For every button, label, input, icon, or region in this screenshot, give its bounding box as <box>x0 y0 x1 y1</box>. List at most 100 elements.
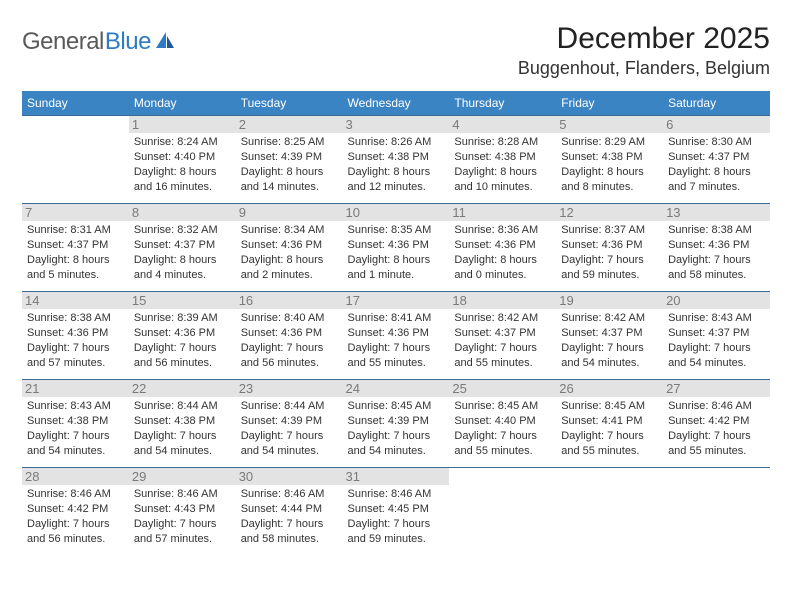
day-info: Sunrise: 8:38 AMSunset: 4:36 PMDaylight:… <box>27 311 124 370</box>
day-info: Sunrise: 8:46 AMSunset: 4:45 PMDaylight:… <box>348 487 445 546</box>
sunrise-line: Sunrise: 8:46 AM <box>134 487 231 502</box>
day-cell: 31Sunrise: 8:46 AMSunset: 4:45 PMDayligh… <box>343 468 450 556</box>
sunset-line: Sunset: 4:36 PM <box>348 326 445 341</box>
day-info: Sunrise: 8:29 AMSunset: 4:38 PMDaylight:… <box>561 135 658 194</box>
day-info: Sunrise: 8:39 AMSunset: 4:36 PMDaylight:… <box>134 311 231 370</box>
title-block: December 2025 Buggenhout, Flanders, Belg… <box>518 22 770 79</box>
daylight-line: Daylight: 8 hours and 10 minutes. <box>454 165 551 195</box>
day-number: 14 <box>22 292 129 309</box>
sunset-line: Sunset: 4:37 PM <box>27 238 124 253</box>
day-info: Sunrise: 8:40 AMSunset: 4:36 PMDaylight:… <box>241 311 338 370</box>
day-cell <box>22 116 129 204</box>
daylight-line: Daylight: 7 hours and 55 minutes. <box>668 429 765 459</box>
daylight-line: Daylight: 7 hours and 54 minutes. <box>27 429 124 459</box>
week-row: 1Sunrise: 8:24 AMSunset: 4:40 PMDaylight… <box>22 116 770 204</box>
daylight-line: Daylight: 7 hours and 55 minutes. <box>454 341 551 371</box>
day-number: 4 <box>449 116 556 133</box>
day-info: Sunrise: 8:45 AMSunset: 4:41 PMDaylight:… <box>561 399 658 458</box>
day-info: Sunrise: 8:42 AMSunset: 4:37 PMDaylight:… <box>561 311 658 370</box>
day-cell: 4Sunrise: 8:28 AMSunset: 4:38 PMDaylight… <box>449 116 556 204</box>
week-row: 21 Sunrise: 8:43 AMSunset: 4:38 PMDayligh… <box>22 380 770 468</box>
sunrise-line: Sunrise: 8:39 AM <box>134 311 231 326</box>
daylight-line: Daylight: 7 hours and 58 minutes. <box>241 517 338 547</box>
sunrise-line: Sunrise: 8:30 AM <box>668 135 765 150</box>
sunrise-line: Sunrise: 8:40 AM <box>241 311 338 326</box>
sunset-line: Sunset: 4:40 PM <box>134 150 231 165</box>
day-cell: 15Sunrise: 8:39 AMSunset: 4:36 PMDayligh… <box>129 292 236 380</box>
location-text: Buggenhout, Flanders, Belgium <box>518 58 770 79</box>
month-title: December 2025 <box>518 22 770 56</box>
day-number: 29 <box>129 468 236 485</box>
day-number: 17 <box>343 292 450 309</box>
day-number: 5 <box>556 116 663 133</box>
sunset-line: Sunset: 4:36 PM <box>561 238 658 253</box>
day-number: 27 <box>663 380 770 397</box>
day-cell: 25Sunrise: 8:45 AMSunset: 4:40 PMDayligh… <box>449 380 556 468</box>
sunrise-line: Sunrise: 8:25 AM <box>241 135 338 150</box>
day-info: Sunrise: 8:30 AMSunset: 4:37 PMDaylight:… <box>668 135 765 194</box>
day-info: Sunrise: 8:46 AMSunset: 4:42 PMDaylight:… <box>27 487 124 546</box>
sunset-line: Sunset: 4:39 PM <box>348 414 445 429</box>
sunrise-line: Sunrise: 8:35 AM <box>348 223 445 238</box>
sunset-line: Sunset: 4:39 PM <box>241 150 338 165</box>
day-cell: 6Sunrise: 8:30 AMSunset: 4:37 PMDaylight… <box>663 116 770 204</box>
day-info: Sunrise: 8:25 AMSunset: 4:39 PMDaylight:… <box>241 135 338 194</box>
day-number: 28 <box>22 468 129 485</box>
day-info: Sunrise: 8:46 AMSunset: 4:44 PMDaylight:… <box>241 487 338 546</box>
day-number: 30 <box>236 468 343 485</box>
daylight-line: Daylight: 8 hours and 5 minutes. <box>27 253 124 283</box>
daylight-line: Daylight: 7 hours and 58 minutes. <box>668 253 765 283</box>
sunrise-line: Sunrise: 8:45 AM <box>561 399 658 414</box>
daylight-line: Daylight: 8 hours and 7 minutes. <box>668 165 765 195</box>
day-number: 12 <box>556 204 663 221</box>
day-cell: 5 Sunrise: 8:29 AMSunset: 4:38 PMDaylight… <box>556 116 663 204</box>
day-info: Sunrise: 8:24 AMSunset: 4:40 PMDaylight:… <box>134 135 231 194</box>
day-info: Sunrise: 8:43 AMSunset: 4:38 PMDaylight:… <box>27 399 124 458</box>
sunrise-line: Sunrise: 8:28 AM <box>454 135 551 150</box>
day-cell: 10Sunrise: 8:35 AMSunset: 4:36 PMDayligh… <box>343 204 450 292</box>
sunrise-line: Sunrise: 8:29 AM <box>561 135 658 150</box>
daylight-line: Daylight: 7 hours and 59 minutes. <box>561 253 658 283</box>
day-info: Sunrise: 8:45 AMSunset: 4:40 PMDaylight:… <box>454 399 551 458</box>
day-number: 22 <box>129 380 236 397</box>
day-cell: 21 Sunrise: 8:43 AMSunset: 4:38 PMDayligh… <box>22 380 129 468</box>
day-number: 21 <box>22 380 129 397</box>
day-info: Sunrise: 8:35 AMSunset: 4:36 PMDaylight:… <box>348 223 445 282</box>
brand-logo: GeneralBlue <box>22 22 176 57</box>
sunset-line: Sunset: 4:37 PM <box>454 326 551 341</box>
day-cell: 16Sunrise: 8:40 AMSunset: 4:36 PMDayligh… <box>236 292 343 380</box>
sunrise-line: Sunrise: 8:46 AM <box>27 487 124 502</box>
day-number: 24 <box>343 380 450 397</box>
day-cell: 30 Sunrise: 8:46 AMSunset: 4:44 PMDayligh… <box>236 468 343 556</box>
sunrise-line: Sunrise: 8:38 AM <box>27 311 124 326</box>
day-info: Sunrise: 8:44 AMSunset: 4:39 PMDaylight:… <box>241 399 338 458</box>
sunset-line: Sunset: 4:41 PM <box>561 414 658 429</box>
weekday-header: Saturday <box>663 91 770 116</box>
weekday-header: Tuesday <box>236 91 343 116</box>
sunrise-line: Sunrise: 8:46 AM <box>668 399 765 414</box>
day-cell: 20Sunrise: 8:43 AMSunset: 4:37 PMDayligh… <box>663 292 770 380</box>
day-info: Sunrise: 8:41 AMSunset: 4:36 PMDaylight:… <box>348 311 445 370</box>
day-info: Sunrise: 8:38 AMSunset: 4:36 PMDaylight:… <box>668 223 765 282</box>
day-cell: 11Sunrise: 8:36 AMSunset: 4:36 PMDayligh… <box>449 204 556 292</box>
daylight-line: Daylight: 8 hours and 4 minutes. <box>134 253 231 283</box>
day-number: 13 <box>663 204 770 221</box>
sunrise-line: Sunrise: 8:38 AM <box>668 223 765 238</box>
sunset-line: Sunset: 4:37 PM <box>668 326 765 341</box>
page: GeneralBlue December 2025 Buggenhout, Fl… <box>0 0 792 556</box>
day-cell: 18Sunrise: 8:42 AMSunset: 4:37 PMDayligh… <box>449 292 556 380</box>
day-cell <box>556 468 663 556</box>
sunset-line: Sunset: 4:44 PM <box>241 502 338 517</box>
sunset-line: Sunset: 4:36 PM <box>27 326 124 341</box>
sunrise-line: Sunrise: 8:44 AM <box>134 399 231 414</box>
sunset-line: Sunset: 4:42 PM <box>27 502 124 517</box>
sunrise-line: Sunrise: 8:42 AM <box>561 311 658 326</box>
day-info: Sunrise: 8:42 AMSunset: 4:37 PMDaylight:… <box>454 311 551 370</box>
brand-name-b: Blue <box>105 28 151 56</box>
sunrise-line: Sunrise: 8:44 AM <box>241 399 338 414</box>
day-cell: 7Sunrise: 8:31 AMSunset: 4:37 PMDaylight… <box>22 204 129 292</box>
daylight-line: Daylight: 7 hours and 55 minutes. <box>454 429 551 459</box>
day-cell: 28 Sunrise: 8:46 AMSunset: 4:42 PMDayligh… <box>22 468 129 556</box>
day-cell: 1Sunrise: 8:24 AMSunset: 4:40 PMDaylight… <box>129 116 236 204</box>
sunrise-line: Sunrise: 8:26 AM <box>348 135 445 150</box>
